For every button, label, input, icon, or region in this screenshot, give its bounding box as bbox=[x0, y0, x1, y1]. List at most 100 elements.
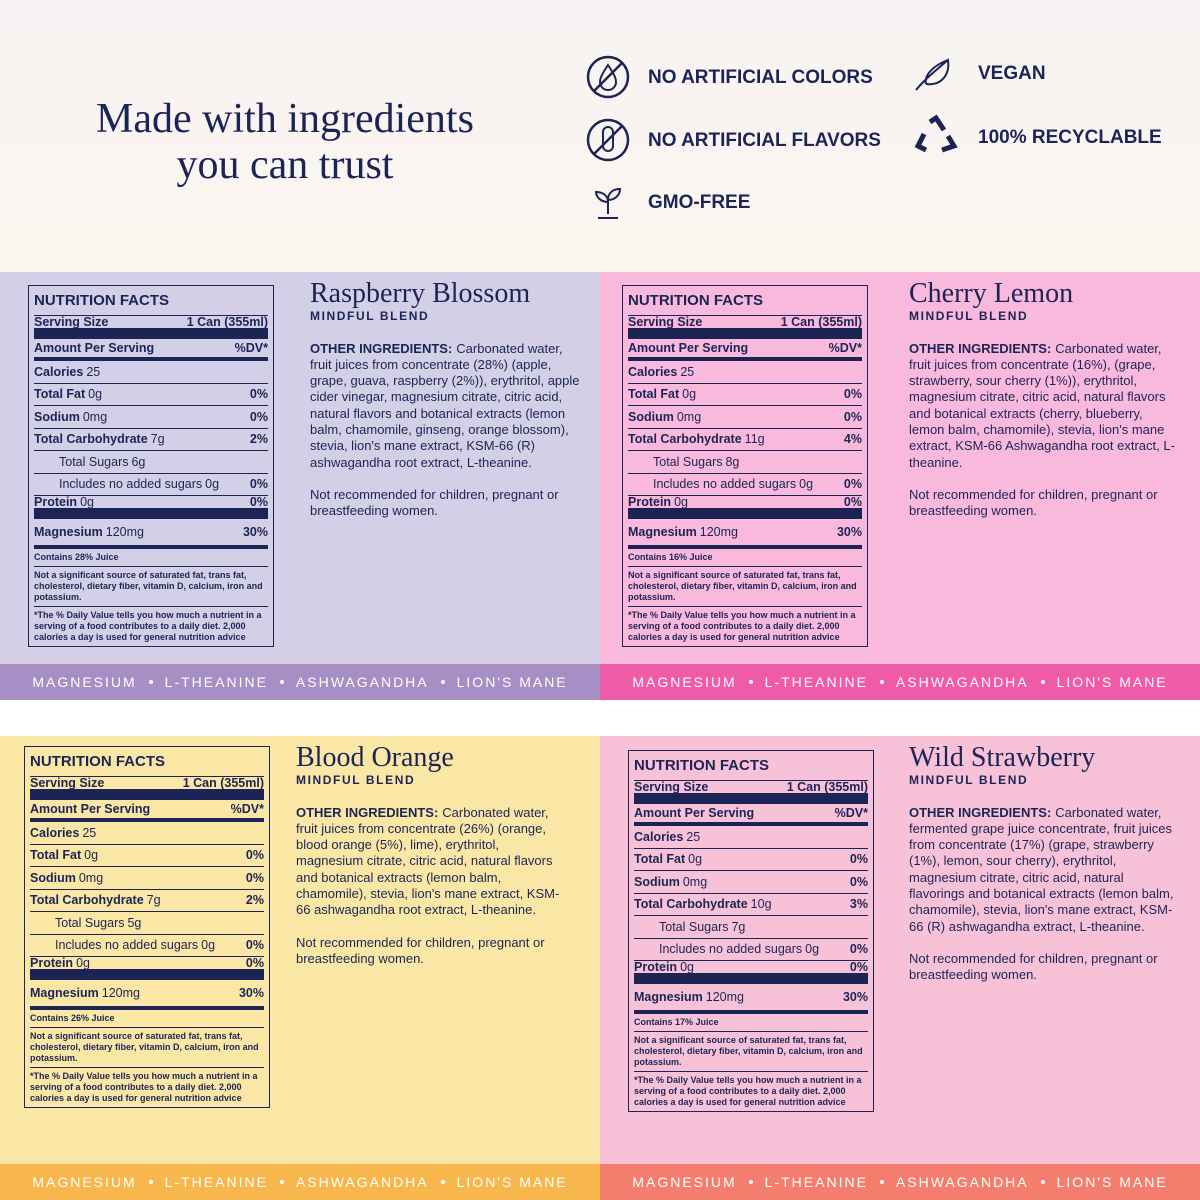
label-text: Total Sugars bbox=[653, 454, 723, 469]
juice-note: Contains 16% Juice bbox=[628, 549, 862, 567]
label-text: Total Fat bbox=[34, 387, 86, 402]
row-label: Protein 0g bbox=[634, 960, 694, 974]
nutrition-row: Total Carbohydrate 7g 2% bbox=[34, 429, 268, 451]
label-text: Sodium bbox=[34, 409, 80, 424]
label-text: 6g bbox=[131, 454, 146, 469]
badge: GMO-FREE bbox=[648, 192, 751, 213]
row-value: 30% bbox=[836, 524, 862, 539]
ingredients-label: OTHER INGREDIENTS: bbox=[909, 804, 1052, 820]
label-text: Calories bbox=[34, 364, 84, 379]
product-subtitle: MINDFUL BLEND bbox=[909, 309, 1029, 324]
nutrition-row: Serving Size 1 Can (355ml) bbox=[30, 776, 264, 800]
row-value: 0% bbox=[849, 959, 868, 974]
headline-line: Made with ingredients bbox=[96, 96, 474, 142]
row-label: Includes no added sugars 0g bbox=[650, 477, 813, 491]
row-label: Includes no added sugars 0g bbox=[656, 942, 819, 956]
footnote: *The % Daily Value tells you how much a … bbox=[30, 1070, 258, 1103]
nutrition-row: Total Carbohydrate 11g 4% bbox=[628, 429, 862, 451]
row-label: Total Fat 0g bbox=[34, 387, 102, 401]
nutrition-row: Protein 0g 0% bbox=[34, 495, 268, 519]
nutrition-row: Amount Per Serving %DV* bbox=[34, 339, 268, 361]
row-value: 0% bbox=[245, 870, 264, 885]
label-text: Calories bbox=[634, 829, 684, 844]
nutrition-row: NUTRITION FACTS bbox=[634, 751, 868, 781]
label-text: Total Fat bbox=[634, 852, 686, 867]
row-value: 1 Can (355ml) bbox=[786, 779, 868, 794]
separator-dot bbox=[148, 1180, 153, 1184]
label-text: 25 bbox=[86, 364, 101, 379]
label-text: Amount Per Serving bbox=[634, 805, 755, 820]
label-text: Protein bbox=[634, 959, 678, 974]
label-text: Calories bbox=[628, 364, 678, 379]
label-text: Total Sugars bbox=[55, 915, 125, 930]
nutrition-row: Includes no added sugars 0g 0% bbox=[634, 939, 868, 961]
separator-dot bbox=[879, 680, 884, 684]
benefit: LION'S MANE bbox=[1056, 674, 1168, 690]
badge: VEGAN bbox=[978, 63, 1046, 84]
row-value: 0% bbox=[245, 848, 264, 863]
label-text: 0g bbox=[682, 387, 697, 402]
row-label: Calories 25 bbox=[34, 365, 100, 379]
row-label: Total Sugars 8g bbox=[650, 455, 739, 469]
separator-dot bbox=[748, 680, 753, 684]
benefit: LION'S MANE bbox=[456, 1174, 568, 1190]
row-label: Serving Size bbox=[628, 315, 702, 329]
label-text: 11g bbox=[744, 432, 765, 447]
label-text: Total Carbohydrate bbox=[30, 893, 144, 908]
label-text: 0g bbox=[799, 477, 814, 492]
label-text: 0g bbox=[688, 852, 703, 867]
row-value: 30% bbox=[842, 989, 868, 1004]
label-text: 25 bbox=[82, 825, 97, 840]
ingredients-label: OTHER INGREDIENTS: bbox=[909, 340, 1052, 356]
label-text: Sodium bbox=[628, 409, 674, 424]
row-label: Total Fat 0g bbox=[30, 848, 98, 862]
label-text: Includes no added sugars bbox=[659, 942, 803, 957]
nutrition-row: Total Sugars 6g bbox=[34, 451, 268, 474]
label-text: Protein bbox=[30, 955, 74, 970]
row-value: 0% bbox=[245, 938, 264, 953]
row-label: Includes no added sugars 0g bbox=[52, 938, 215, 952]
row-label: NUTRITION FACTS bbox=[30, 753, 165, 770]
juice-note: Contains 28% Juice bbox=[34, 549, 268, 567]
row-label: Serving Size bbox=[30, 776, 104, 790]
benefit: L-THEANINE bbox=[764, 674, 868, 690]
ingredients-text: Carbonated water, fermented grape juice … bbox=[909, 804, 1174, 934]
footnote: Not a significant source of saturated fa… bbox=[34, 567, 268, 607]
row-label: Total Carbohydrate 7g bbox=[34, 432, 165, 446]
label-text: 120mg bbox=[705, 989, 744, 1004]
label-text: Total Carbohydrate bbox=[634, 897, 748, 912]
label-text: Serving Size bbox=[34, 314, 109, 329]
nutrition-row: Sodium 0mg 0% bbox=[30, 867, 264, 890]
nutrition-row: Calories 25 bbox=[634, 826, 868, 849]
separator-dot bbox=[1040, 680, 1045, 684]
separator-dot bbox=[279, 680, 284, 684]
separator-dot bbox=[148, 680, 153, 684]
nutrition-row: Total Sugars 8g bbox=[628, 451, 862, 474]
nutrition-row: Sodium 0mg 0% bbox=[628, 406, 862, 429]
label-text: 0g bbox=[680, 959, 694, 974]
headline-line: you can trust bbox=[176, 142, 394, 188]
benefit-band: MAGNESIUM L-THEANINE ASHWAGANDHA LION'S MAN… bbox=[0, 1164, 600, 1200]
nutrition-row: Amount Per Serving %DV* bbox=[30, 800, 264, 822]
badge: NO ARTIFICIAL COLORS bbox=[648, 67, 873, 88]
benefit-band: MAGNESIUM L-THEANINE ASHWAGANDHA LION'S MAN… bbox=[600, 1164, 1200, 1200]
row-label: Total Carbohydrate 10g bbox=[634, 897, 772, 911]
badge: NO ARTIFICIAL FLAVORS bbox=[648, 130, 881, 151]
nutrition-row: Protein 0g 0% bbox=[628, 495, 862, 519]
row-label: Amount Per Serving bbox=[634, 806, 754, 820]
nutrition-row: Magnesium 120mg 30% bbox=[634, 984, 868, 1014]
row-label: Calories 25 bbox=[30, 826, 96, 840]
nutrition-row: Magnesium 120mg 30% bbox=[34, 519, 268, 549]
label-text: 120mg bbox=[101, 985, 140, 1000]
benefit: LION'S MANE bbox=[1056, 1174, 1168, 1190]
juice-note: Contains 17% Juice bbox=[634, 1014, 868, 1032]
headline: Made with ingredients you can trust bbox=[40, 96, 530, 188]
label-text: 7g bbox=[146, 893, 161, 908]
benefit-band: MAGNESIUM L-THEANINE ASHWAGANDHA LION'S MAN… bbox=[0, 664, 600, 700]
label-text: Amount Per Serving bbox=[628, 340, 749, 355]
nutrition-row: Calories 25 bbox=[34, 361, 268, 384]
icon bbox=[914, 114, 958, 153]
label-text: 5g bbox=[127, 915, 142, 930]
label-text: Sodium bbox=[634, 874, 680, 889]
